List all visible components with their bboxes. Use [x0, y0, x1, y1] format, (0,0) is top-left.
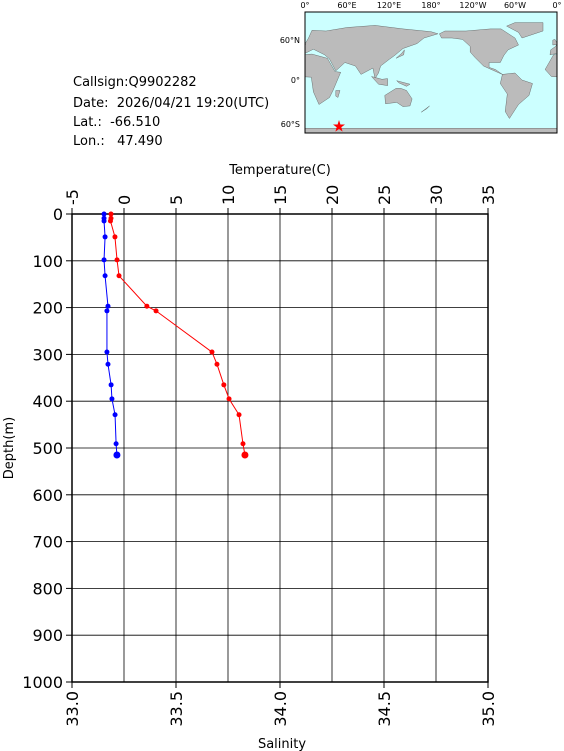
x2-tick-label: 33.5	[167, 691, 186, 727]
x-tick-label: 10	[219, 185, 238, 205]
x-tick-label: 35	[479, 185, 498, 205]
y-tick-label: 100	[32, 252, 63, 271]
profile-point	[144, 303, 150, 309]
profile-line	[103, 214, 118, 456]
land	[549, 43, 557, 56]
x2-tick-label: 33.0	[63, 691, 82, 727]
x-tick-label: 25	[375, 185, 394, 205]
y-tick-label: 0	[53, 205, 63, 224]
map-y-tick-label: 60°N	[280, 36, 300, 45]
y-tick-label: 700	[32, 533, 63, 552]
y-tick-label: 1000	[22, 673, 63, 692]
profile-point	[109, 396, 115, 402]
map-x-tick-label: 60°W	[504, 1, 526, 10]
profile-point	[240, 441, 246, 447]
profile-point	[101, 211, 107, 217]
profile-point	[221, 382, 227, 388]
land	[439, 28, 519, 75]
y-tick-label: 300	[32, 345, 63, 364]
profile-point	[102, 234, 108, 240]
land	[552, 39, 557, 46]
x-tick-label: 15	[271, 185, 290, 205]
land	[335, 90, 341, 98]
profile-point	[108, 382, 114, 388]
profile-point	[226, 396, 232, 402]
map-y-tick-label: 0°	[291, 76, 300, 85]
profile-point	[101, 218, 107, 224]
map-x-tick-label: 120°W	[459, 1, 486, 10]
land	[370, 76, 388, 86]
profile-point	[236, 412, 242, 418]
profile-point	[105, 303, 111, 309]
x2-axis-label: Salinity	[258, 737, 306, 751]
profile-point	[107, 218, 113, 224]
profile-point	[153, 308, 159, 314]
land	[500, 72, 533, 119]
y-tick-label: 500	[32, 439, 63, 458]
land	[421, 105, 430, 113]
land	[506, 22, 544, 39]
y-tick-label: 800	[32, 579, 63, 598]
profile-point	[113, 451, 121, 459]
y-tick-label: 400	[32, 392, 63, 411]
x-tick-label: 20	[323, 185, 342, 205]
map-x-tick-label: 0°	[552, 1, 561, 10]
map-x-tick-label: 120°E	[377, 1, 401, 10]
profile-point	[214, 361, 220, 367]
profile-point	[114, 257, 120, 263]
profile-point	[108, 211, 114, 217]
profile-line	[109, 214, 246, 456]
profile-point	[102, 273, 108, 279]
station-marker	[333, 120, 345, 132]
longitude: Lon.: 47.490	[73, 134, 163, 149]
profile-point	[104, 349, 110, 355]
map-x-tick-label: 60°E	[337, 1, 356, 10]
land	[544, 54, 557, 78]
land	[395, 49, 405, 59]
map-x-tick-label: 180°	[421, 1, 440, 10]
land	[305, 53, 341, 105]
y-tick-label: 900	[32, 626, 63, 645]
x-tick-label: -5	[63, 189, 82, 205]
latitude: Lat.: -66.510	[73, 115, 160, 130]
land	[187, 29, 266, 75]
callsign: Callsign:Q9902282	[73, 75, 197, 90]
x2-tick-label: 35.0	[479, 691, 498, 727]
profile-point	[241, 451, 249, 459]
date: Date: 2026/04/21 19:20(UTC)	[73, 96, 269, 111]
x-axis-label: Temperature(C)	[228, 163, 331, 178]
y-tick-label: 600	[32, 486, 63, 505]
x2-tick-label: 34.5	[375, 691, 394, 727]
y-tick-label: 200	[32, 299, 63, 318]
x-tick-label: 5	[167, 195, 186, 205]
profile-point	[101, 257, 107, 263]
profile-point	[209, 349, 215, 355]
profile-point	[116, 273, 122, 279]
land	[384, 88, 413, 107]
map-y-tick-label: 60°S	[281, 120, 300, 129]
x-tick-label: 0	[115, 195, 134, 205]
x2-tick-label: 34.0	[271, 691, 290, 727]
antarctica	[305, 128, 557, 133]
y-axis-label: Depth(m)	[2, 417, 17, 479]
land	[305, 25, 439, 80]
world-map: 0° 60°E 120°E 180° 120°W 60°W 0° 60°N 0° 60°S	[187, 1, 562, 134]
x-tick-label: 30	[427, 185, 446, 205]
profile-point	[113, 441, 119, 447]
map-x-tick-label: 0°	[300, 1, 309, 10]
profile-point	[105, 361, 111, 367]
profile-point	[104, 308, 110, 314]
map-frame	[304, 11, 558, 134]
profile-point	[112, 412, 118, 418]
land	[396, 80, 411, 87]
profile-point	[112, 234, 118, 240]
